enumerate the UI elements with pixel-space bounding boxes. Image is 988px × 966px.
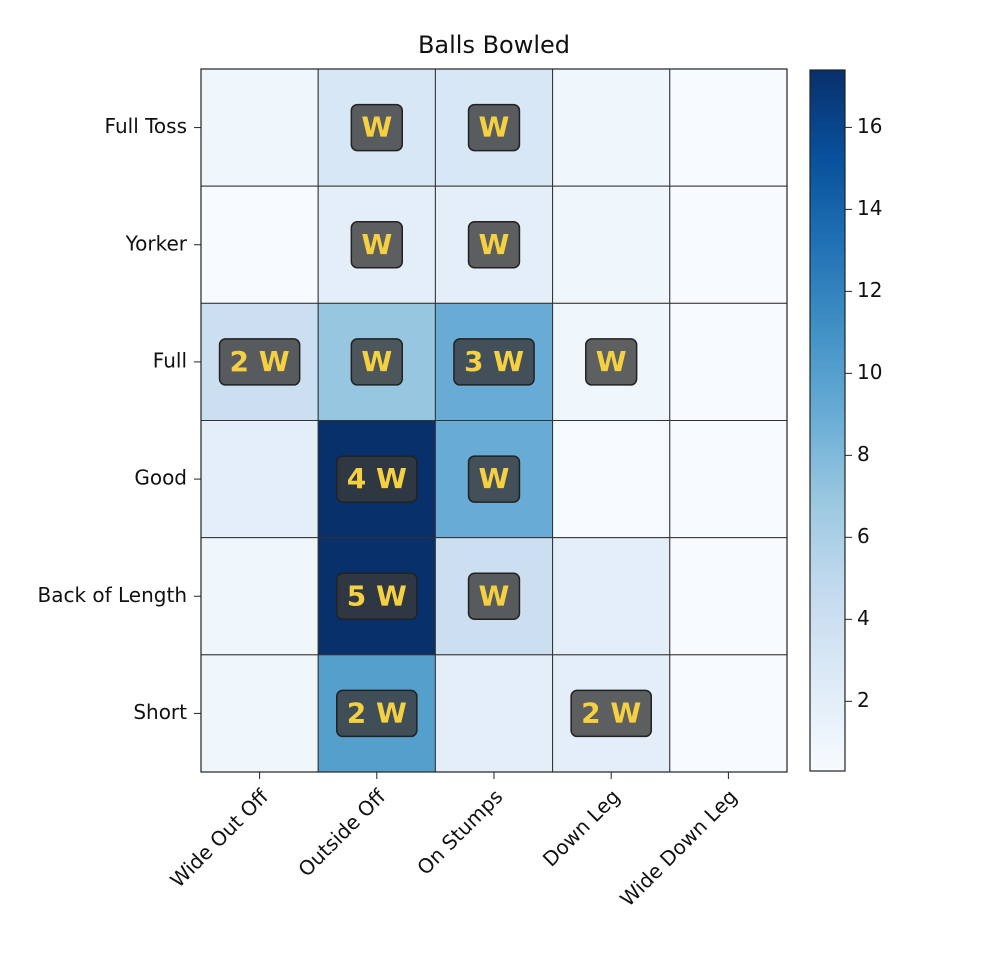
annotation: 5 W (335, 572, 418, 620)
annotation: W (350, 221, 403, 269)
y-tick-label: Full Toss (105, 114, 187, 138)
annotation: 2 W (335, 689, 418, 738)
y-tick-label: Short (133, 700, 187, 724)
annotation: W (467, 572, 521, 620)
annotation-box (335, 689, 418, 738)
heatmap-cell (434, 654, 554, 773)
annotation-label: 2 W (581, 696, 641, 729)
annotation-box (467, 572, 521, 620)
annotation: 2 W (570, 689, 653, 738)
annotation-box (570, 689, 653, 738)
annotation-label: 4 W (347, 462, 407, 495)
annotation-label: 3 W (464, 345, 524, 378)
heatmap-cell (200, 420, 319, 539)
heatmap-cell (552, 420, 671, 539)
heatmap-cell (669, 185, 788, 304)
colorbar-tick-label: 16 (857, 114, 882, 138)
colorbar (809, 69, 846, 772)
annotation-box (467, 221, 521, 269)
annotation: W (585, 338, 638, 386)
annotation-box (467, 103, 521, 152)
heatmap-cell (669, 302, 788, 422)
annotation: 2 W (218, 338, 301, 386)
annotation: 4 W (335, 455, 418, 503)
colorbar-tick-label: 12 (857, 278, 882, 302)
y-tick-label: Back of Length (37, 583, 187, 607)
colorbar-tick-label: 6 (857, 524, 870, 548)
annotation-box (218, 338, 301, 386)
colorbar-tick-label: 2 (857, 688, 870, 712)
x-tick-label: Wide Out Off (165, 784, 274, 893)
colorbar-tick-label: 4 (857, 606, 870, 630)
y-tick-label: Yorker (125, 231, 188, 255)
colorbar-tick-label: 10 (857, 360, 882, 384)
annotation: W (467, 103, 521, 152)
annotation-label: W (596, 345, 627, 378)
chart-title: Balls Bowled (418, 31, 570, 59)
x-tick-label: On Stumps (412, 784, 507, 879)
heatmap-cell (669, 68, 788, 187)
annotation-label: W (361, 228, 392, 261)
annotation-box (350, 103, 403, 152)
x-tick-label: Wide Down Leg (615, 784, 742, 911)
heatmap-cell (200, 537, 319, 656)
heatmap-cell (669, 420, 788, 539)
colorbar-tick-label: 8 (857, 442, 870, 466)
heatmap-cell (669, 537, 788, 656)
x-tick-label: Outside Off (293, 784, 391, 882)
annotation-box (350, 221, 403, 269)
annotation-box (350, 338, 403, 386)
annotation: W (350, 338, 403, 386)
annotation: W (350, 103, 403, 152)
annotation-label: W (361, 345, 392, 378)
annotation-box (467, 455, 521, 503)
annotation-label: W (361, 111, 392, 144)
y-tick-label: Full (153, 348, 187, 372)
annotation-label: 2 W (347, 696, 407, 729)
heatmap-cell (669, 654, 788, 773)
annotation: 3 W (453, 338, 535, 386)
annotation-label: W (479, 111, 510, 144)
annotation: W (467, 221, 521, 269)
x-tick-label: Down Leg (538, 784, 625, 871)
annotation-box (335, 455, 418, 503)
annotation-box (335, 572, 418, 620)
annotation-label: W (479, 228, 510, 261)
heatmap-cell (552, 537, 671, 656)
heatmap-cell (552, 68, 671, 187)
heatmap-cell (200, 654, 319, 773)
annotation-box (453, 338, 535, 386)
annotation: W (467, 455, 521, 503)
annotation-box (585, 338, 638, 386)
colorbar-tick-label: 14 (857, 196, 882, 220)
annotation-label: W (479, 579, 510, 612)
heatmap-cell (200, 185, 319, 304)
annotation-label: 5 W (347, 579, 407, 612)
heatmap-cell (552, 185, 671, 304)
y-tick-label: Good (134, 466, 187, 490)
annotation-label: 2 W (230, 345, 290, 378)
annotation-label: W (479, 462, 510, 495)
heatmap-cell (200, 68, 319, 187)
